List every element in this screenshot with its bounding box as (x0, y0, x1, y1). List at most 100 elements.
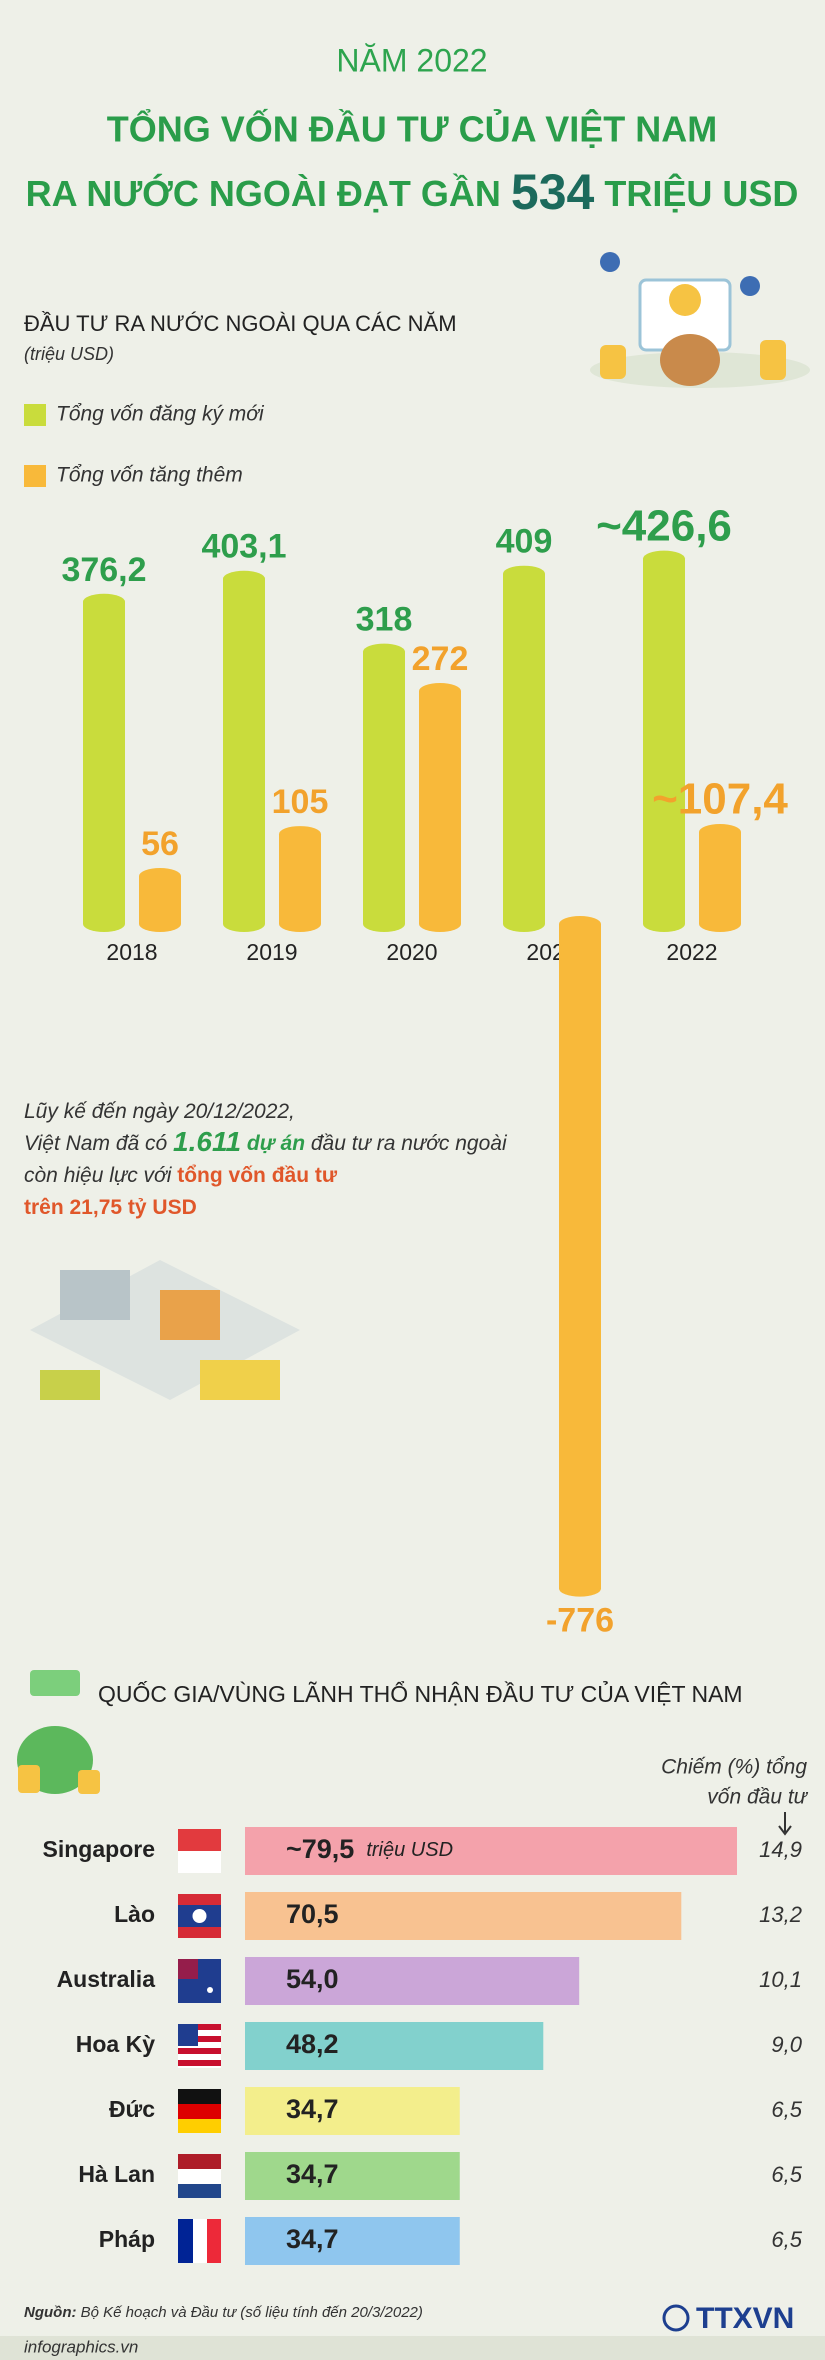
note-line: Lũy kế đến ngày 20/12/2022, (24, 1100, 295, 1123)
x-tick-label: 2018 (106, 939, 157, 965)
share-label: 13,2 (759, 1902, 802, 1927)
value-label: 34,7 (286, 2159, 339, 2189)
bar (245, 1827, 737, 1875)
title-highlight: 534 (511, 164, 595, 220)
value-label: 376,2 (61, 551, 146, 589)
legend-swatch (24, 465, 46, 487)
logo-mark (662, 2304, 690, 2332)
value-label: ~79,5 triệu USD (286, 1834, 453, 1864)
note-segment: tổng vốn đầu tư (177, 1164, 338, 1187)
note-segment: đầu tư ra nước ngoài (305, 1132, 508, 1155)
value-text: 34,7 (286, 2094, 339, 2124)
main-title-line2: RA NƯỚC NGOÀI ĐẠT GẦN 534 TRIỆU USD (26, 164, 799, 220)
legend-label: Tổng vốn đăng ký mới (56, 403, 265, 426)
flags (178, 1829, 221, 2263)
bar (279, 826, 321, 932)
share-header: Chiếm (%) tổng (661, 1756, 807, 1779)
bar (363, 643, 405, 932)
category-label: Hoa Kỳ (76, 2031, 155, 2057)
note-segment: trên 21,75 tỷ USD (24, 1196, 197, 1219)
value-label: 403,1 (201, 528, 286, 566)
money-icon (17, 1670, 100, 1794)
note-segment: dự án (241, 1132, 305, 1155)
value-text: ~79,5 (286, 1834, 354, 1864)
legend-swatch (24, 404, 46, 426)
category-label: Pháp (99, 2226, 155, 2252)
share-arrow (778, 1812, 792, 1836)
note-segment: còn hiệu lực với (24, 1164, 177, 1187)
bar (559, 916, 601, 1597)
footer-band (0, 2336, 825, 2360)
value-label: 56 (141, 825, 179, 863)
category-label: Australia (57, 1966, 156, 1992)
value-label: 409 (496, 523, 553, 561)
bar (245, 2087, 460, 2135)
x-tick-label: 2019 (246, 939, 297, 965)
category-label: Đức (109, 2096, 155, 2122)
bar (643, 550, 685, 932)
factory-illustration (30, 1260, 300, 1400)
year-heading: NĂM 2022 (336, 42, 487, 78)
note-line: Việt Nam đã có 1.611 dự án đầu tư ra nướ… (24, 1126, 508, 1157)
title-part: TRIỆU USD (594, 172, 798, 214)
chart-title: ĐẦU TƯ RA NƯỚC NGOÀI QUA CÁC NĂM (24, 311, 457, 336)
share-label: 9,0 (771, 2032, 802, 2057)
value-text: 70,5 (286, 1899, 339, 1929)
value-label: 54,0 (286, 1964, 339, 1994)
source: Nguồn: Bộ Kế hoạch và Đầu tư (số liệu tí… (24, 2304, 423, 2321)
value-text: 34,7 (286, 2224, 339, 2254)
bar (245, 1957, 580, 2005)
bar (223, 570, 265, 932)
source-label: Nguồn: (24, 2304, 76, 2321)
value-text: 34,7 (286, 2159, 339, 2189)
value-label: 105 (272, 783, 329, 821)
bar (139, 868, 181, 932)
value-label: ~426,6 (596, 501, 732, 550)
share-label: 10,1 (759, 1967, 802, 1992)
note-line: trên 21,75 tỷ USD (24, 1196, 197, 1219)
value-label: ~107,4 (652, 775, 788, 824)
value-label: 272 (412, 640, 469, 678)
flag-laos (178, 1894, 221, 1938)
flag-singapore (178, 1829, 221, 1873)
website: infographics.vn (24, 2337, 138, 2356)
unit-label: triệu USD (366, 1839, 453, 1861)
flag-germany (178, 2089, 221, 2133)
x-tick-label: 2020 (386, 939, 437, 965)
value-text: 48,2 (286, 2029, 339, 2059)
flag-australia (178, 1959, 221, 2003)
value-label: 318 (356, 601, 413, 639)
bar (83, 593, 125, 932)
category-label: Hà Lan (78, 2161, 155, 2187)
bar (245, 2022, 544, 2070)
finance-illustration (590, 252, 810, 388)
flag-france (178, 2219, 221, 2263)
source-text: Bộ Kế hoạch và Đầu tư (số liệu tính đến … (76, 2304, 422, 2321)
share-label: 6,5 (771, 2162, 802, 2187)
bar (245, 2152, 460, 2200)
share-label: 6,5 (771, 2097, 802, 2122)
note-segment: Việt Nam đã có (24, 1132, 173, 1155)
value-label: -776 (546, 1602, 614, 1640)
value-label: 34,7 (286, 2224, 339, 2254)
share-label: 14,9 (759, 1837, 802, 1862)
value-label: 48,2 (286, 2029, 339, 2059)
note-segment: Lũy kế đến ngày 20/12/2022, (24, 1100, 295, 1123)
note-line: còn hiệu lực với tổng vốn đầu tư (24, 1164, 338, 1187)
share-header: vốn đầu tư (707, 1786, 808, 1809)
legend-label: Tổng vốn tăng thêm (56, 464, 243, 487)
bar (699, 824, 741, 932)
title-part: RA NƯỚC NGOÀI ĐẠT GẦN (26, 172, 511, 214)
logo: TTXVN (696, 2302, 794, 2335)
bar (245, 1892, 682, 1940)
bar (419, 683, 461, 932)
chart-title: QUỐC GIA/VÙNG LÃNH THỔ NHẬN ĐẦU TƯ CỦA V… (98, 1679, 743, 1707)
bar (503, 565, 545, 932)
flag-usa (178, 2024, 221, 2068)
value-label: 34,7 (286, 2094, 339, 2124)
category-label: Lào (114, 1901, 155, 1927)
note-segment: 1.611 (173, 1126, 241, 1157)
x-tick-label: 2022 (666, 939, 717, 965)
flag-netherlands (178, 2154, 221, 2198)
